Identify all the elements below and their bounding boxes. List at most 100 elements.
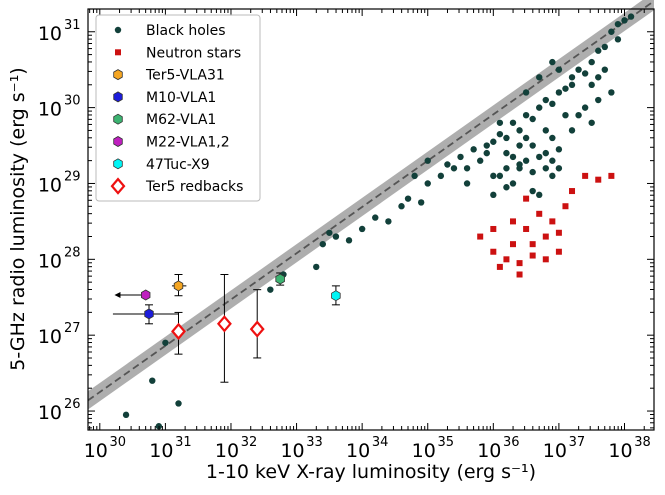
black-holes-point-41 [588,58,595,66]
x-tick-label: 10 [280,440,304,462]
black-holes-point-34 [542,96,549,104]
black-holes-point-48 [496,172,504,180]
black-holes-point-30 [516,127,523,134]
black-holes-point-58 [529,187,536,195]
black-holes-point-14 [385,218,392,225]
x-tick-label: 10 [84,440,108,462]
legend: Black holes Neutron stars Ter5-VLA31 M10-VL… [95,14,261,202]
legend-marker-47tuc-x9 [113,158,123,170]
neutron-stars-point-8 [496,263,503,270]
x-tick-label: 10 [215,440,239,462]
black-holes-point-76 [490,172,497,180]
x-axis-title: 1-10 keV X-ray luminosity (erg s⁻¹) [206,461,536,483]
legend-marker-black-holes [114,26,122,34]
neutron-stars-point-14 [595,176,602,183]
x-tick-label-exponent: 36 [503,435,520,450]
black-holes-point-4 [162,339,169,346]
legend-label-ter5-redbacks: Ter5 redbacks [145,179,243,195]
black-holes-point-83 [608,89,615,96]
black-holes-point-29 [509,119,517,126]
black-holes-point-77 [509,153,517,161]
black-holes-point-93 [614,36,622,43]
neutron-stars-point-12 [562,203,569,210]
black-holes-point-71 [522,89,530,96]
black-holes-point-40 [581,70,589,77]
ter5-redbacks-point-0 [171,322,186,341]
black-holes-point-87 [522,134,530,142]
ticks-layer [88,9,654,430]
black-holes-point-91 [496,119,504,126]
neutron-stars-point-4 [523,225,530,232]
black-holes-point-9 [332,233,340,240]
black-holes-point-52 [522,157,530,164]
black-holes-point-75 [463,180,471,187]
black-holes-point-46 [621,17,628,24]
y-tick-label: 10 [38,326,62,348]
black-holes-point-42 [595,47,602,54]
black-holes-point-23 [470,146,477,153]
legend-marker-neutron-stars [115,49,121,56]
black-holes-point-25 [483,142,490,149]
black-holes-point-18 [424,180,431,187]
y-tick-label-exponent: 31 [64,18,81,33]
ter5-vla31-point-0 [173,280,184,292]
black-holes-point-0 [122,411,130,419]
x-tick-label-exponent: 33 [306,435,323,450]
black-holes-point-49 [503,165,510,172]
legend-label-ter5-vla31: Ter5-VLA31 [145,68,225,84]
neutron-stars-point-19 [490,225,497,232]
neutron-stars-point-13 [582,172,589,179]
black-holes-point-56 [549,157,556,164]
neutron-stars-point-6 [542,233,549,240]
legend-label-neutron-stars: Neutron stars [146,45,241,61]
black-holes-point-62 [503,149,510,157]
black-holes-point-78 [529,142,536,149]
ter5-redbacks-point-1 [216,315,232,333]
legend-box [95,14,261,202]
black-holes-point-38 [568,74,576,81]
black-holes-point-5 [267,286,274,293]
neutron-stars-point-18 [509,218,516,225]
black-holes-point-11 [326,229,333,236]
y-tick-label: 10 [38,250,62,272]
y-axis-title: 5-GHz radio luminosity (erg s⁻¹) [7,67,29,370]
black-holes-point-94 [595,74,602,81]
black-holes-point-20 [444,161,451,168]
neutron-stars-point-0 [477,233,484,240]
y-tick-label-exponent: 30 [64,94,81,109]
neutron-stars-point-3 [509,241,516,248]
black-holes-point-26 [490,138,497,145]
black-holes-point-57 [555,146,563,153]
y-tick-label: 10 [38,174,62,196]
legend-label-47tuc-x9: 47Tuc-X9 [146,157,210,173]
ter5-redbacks-point-2 [249,320,265,338]
black-holes-point-39 [575,66,582,73]
black-holes-point-24 [476,157,484,164]
black-holes-point-84 [588,119,595,126]
legend-marker-ter5-vla31 [113,69,123,81]
neutron-stars-point-2 [503,256,510,263]
black-holes-point-33 [536,104,543,111]
y-tick-label-exponent: 27 [64,321,81,336]
black-holes-point-44 [608,28,615,35]
x-tick-label: 10 [477,440,501,462]
black-holes-point-12 [358,225,366,233]
black-holes-point-53 [529,168,536,176]
black-holes-point-86 [542,165,549,172]
x-tick-label: 10 [543,440,567,462]
black-holes-point-80 [575,111,582,119]
black-holes-point-69 [562,111,569,119]
legend-marker-m10-vla1 [113,91,123,103]
black-holes-point-59 [536,191,543,199]
black-holes-point-54 [536,153,543,161]
neutron-stars-point-11 [549,218,556,225]
black-holes-point-31 [522,111,530,119]
black-holes-point-43 [601,43,609,51]
black-holes-point-50 [509,180,517,187]
black-holes-point-45 [614,20,622,28]
m10-vla1-point-0 [144,308,154,320]
black-holes-point-79 [549,134,556,142]
legend-label-m22-vla1-2: M22-VLA1,2 [146,135,230,151]
